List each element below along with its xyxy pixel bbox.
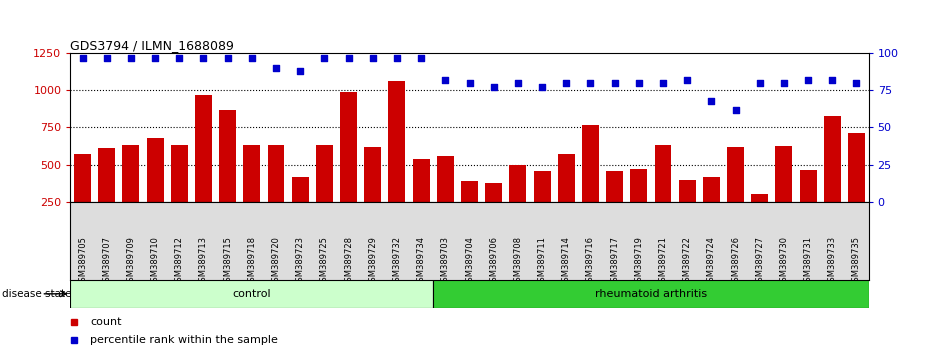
Point (752, 80, 767, 86)
Point (511, 80, 526, 86)
Bar (99, 148, 115, 239)
Point (220, 55, 235, 61)
Point (777, 80, 792, 86)
Text: rheumatoid arthritis: rheumatoid arthritis (594, 289, 707, 299)
Text: GDS3794 / ILMN_1688089: GDS3794 / ILMN_1688089 (70, 39, 235, 52)
Point (462, 80, 477, 86)
Point (438, 77, 453, 83)
Text: count: count (90, 317, 122, 327)
Bar (389, 81, 406, 239)
FancyBboxPatch shape (433, 280, 869, 308)
Bar (485, 183, 502, 239)
Point (655, 80, 670, 86)
Point (631, 80, 646, 86)
Point (486, 85, 501, 90)
Point (293, 68, 308, 74)
Point (365, 55, 380, 61)
Bar (219, 110, 236, 239)
Bar (607, 171, 623, 239)
Point (123, 55, 138, 61)
Point (534, 85, 549, 90)
Bar (510, 165, 527, 239)
Point (849, 80, 864, 86)
Text: disease state: disease state (2, 289, 71, 299)
Bar (751, 194, 768, 239)
Bar (195, 95, 212, 239)
Bar (800, 170, 817, 239)
Text: control: control (233, 289, 271, 299)
Point (75, 55, 90, 61)
Bar (243, 144, 260, 239)
Bar (268, 145, 285, 239)
Bar (582, 125, 599, 239)
Point (172, 55, 187, 61)
Point (269, 65, 284, 71)
Bar (630, 169, 647, 239)
Bar (533, 171, 550, 239)
Bar (703, 177, 720, 239)
FancyBboxPatch shape (70, 280, 433, 308)
Bar (412, 159, 430, 239)
Point (390, 55, 405, 61)
Bar (74, 154, 91, 239)
Point (413, 55, 428, 61)
Bar (364, 147, 381, 239)
Bar (776, 146, 793, 239)
Point (196, 55, 211, 61)
Bar (654, 145, 671, 239)
Point (316, 55, 331, 61)
Point (559, 80, 574, 86)
Bar (340, 92, 357, 239)
Bar (292, 177, 309, 239)
Point (608, 80, 623, 86)
Bar (171, 145, 188, 239)
Bar (437, 156, 454, 239)
Point (824, 77, 839, 83)
Point (801, 77, 816, 83)
Bar (727, 147, 744, 239)
Bar (316, 145, 332, 239)
Point (728, 107, 743, 113)
Bar (679, 180, 696, 239)
Point (100, 55, 115, 61)
Bar (848, 133, 865, 239)
Point (704, 98, 719, 103)
Bar (824, 115, 840, 239)
Point (680, 77, 695, 83)
Text: percentile rank within the sample: percentile rank within the sample (90, 335, 278, 345)
Point (244, 55, 259, 61)
Bar (122, 145, 139, 239)
Bar (558, 154, 575, 239)
Point (583, 80, 598, 86)
Bar (146, 138, 163, 239)
Point (341, 55, 356, 61)
Point (147, 55, 162, 61)
Bar (461, 181, 478, 239)
